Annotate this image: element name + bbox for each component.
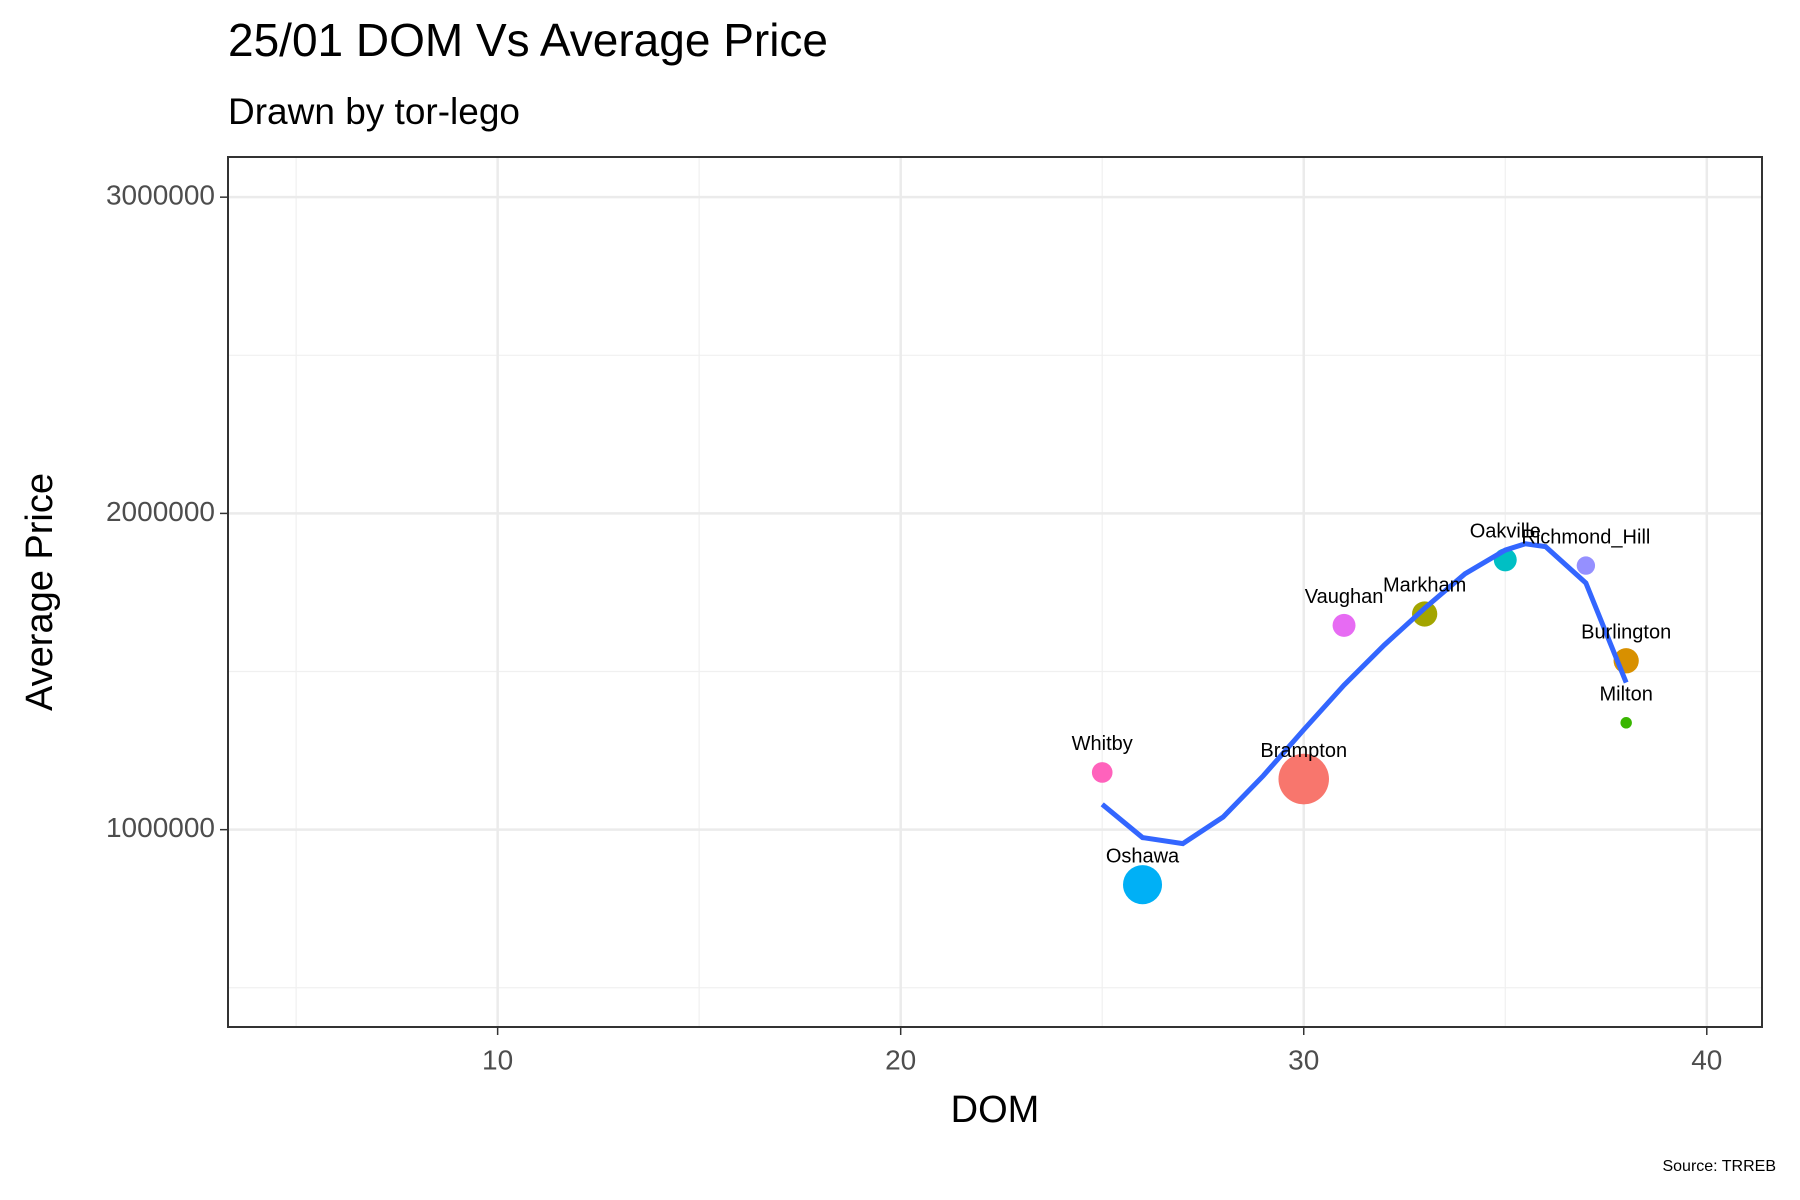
x-tick-label: 20 — [885, 1044, 916, 1075]
point-label: Burlington — [1581, 622, 1671, 644]
point-label: Oakville — [1470, 521, 1541, 543]
caption: Source: TRREB — [1662, 1158, 1776, 1175]
y-tick-label: 1000000 — [106, 812, 215, 843]
panel-border — [227, 156, 1763, 1028]
y-tick-label: 2000000 — [106, 496, 215, 527]
point — [1412, 601, 1438, 627]
point-label: Milton — [1599, 683, 1652, 705]
point-label: Oshawa — [1106, 845, 1180, 867]
point — [1620, 717, 1632, 729]
point-label: Vaughan — [1305, 586, 1384, 608]
point — [1091, 762, 1113, 783]
trend-line — [1100, 541, 1629, 847]
point-label: Whitby — [1072, 733, 1133, 755]
point — [1123, 865, 1163, 905]
point — [1278, 753, 1329, 805]
point — [1332, 613, 1356, 637]
point-label: Richmond_Hill — [1521, 526, 1650, 548]
x-axis-title: DOM — [951, 1089, 1040, 1131]
y-tick-label: 3000000 — [106, 180, 215, 211]
point-label: Markham — [1383, 575, 1466, 597]
chart-title: 25/01 DOM Vs Average Price — [228, 14, 828, 66]
x-tick-label: 30 — [1288, 1044, 1319, 1075]
y-axis-title: Average Price — [19, 473, 61, 711]
x-tick-label: 40 — [1691, 1044, 1722, 1075]
x-tick-label: 10 — [482, 1044, 513, 1075]
point-label: Brampton — [1260, 740, 1347, 762]
point — [1576, 556, 1596, 575]
chart-subtitle: Drawn by tor-lego — [228, 91, 520, 132]
